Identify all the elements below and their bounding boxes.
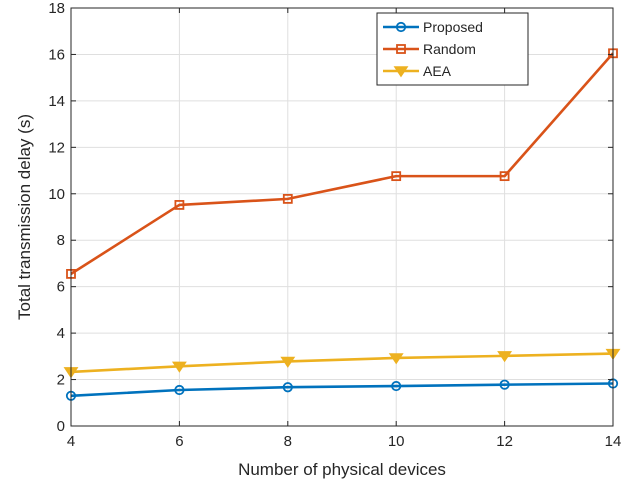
y-tick-label: 2 <box>57 372 65 389</box>
data-point <box>282 382 293 393</box>
y-tick-label: 0 <box>57 418 65 435</box>
series-layer <box>63 48 621 401</box>
ticks: 4 6 8 10 12 14 0 2 4 6 8 10 12 14 16 18 <box>48 0 621 450</box>
data-point <box>174 200 185 210</box>
y-tick-label: 14 <box>48 93 65 110</box>
y-tick-label: 4 <box>57 325 65 342</box>
y-axis-label: Total transmission delay (s) <box>15 114 34 320</box>
data-point <box>499 379 510 390</box>
x-tick-label: 14 <box>605 433 622 450</box>
x-tick-label: 4 <box>67 433 75 450</box>
legend-label: AEA <box>423 63 452 79</box>
plot-frame <box>70 7 614 427</box>
data-point <box>174 384 185 396</box>
legend-marker <box>395 21 407 33</box>
legend-item: AEA <box>383 63 452 79</box>
data-point <box>280 356 296 368</box>
series-aea <box>63 348 621 379</box>
y-tick-label: 10 <box>48 186 65 203</box>
series-line <box>70 352 614 374</box>
data-point <box>388 353 404 365</box>
y-tick-label: 6 <box>57 279 65 296</box>
legend-label: Proposed <box>423 19 483 35</box>
data-point <box>497 351 513 363</box>
series-line <box>70 52 614 275</box>
x-tick-label: 6 <box>175 433 183 450</box>
y-tick-label: 12 <box>48 139 65 156</box>
y-tick-label: 18 <box>48 0 65 17</box>
legend-item: Proposed <box>383 19 483 35</box>
legend-marker <box>396 44 406 54</box>
data-point <box>391 380 402 392</box>
data-point <box>171 361 187 373</box>
y-tick-label: 16 <box>48 46 65 63</box>
y-tick-label: 8 <box>57 232 65 249</box>
legend-item: Random <box>383 41 476 57</box>
plot-area <box>71 8 613 426</box>
x-axis-label: Number of physical devices <box>238 460 446 479</box>
x-tick-label: 8 <box>284 433 292 450</box>
x-tick-label: 10 <box>388 433 405 450</box>
data-point <box>499 171 510 182</box>
data-point <box>391 171 402 182</box>
legend-marker <box>393 66 409 78</box>
x-tick-label: 12 <box>496 433 513 450</box>
series-line <box>70 382 614 398</box>
legend: Proposed Random AEA <box>376 12 529 86</box>
data-point <box>282 193 293 204</box>
legend-label: Random <box>423 41 476 57</box>
